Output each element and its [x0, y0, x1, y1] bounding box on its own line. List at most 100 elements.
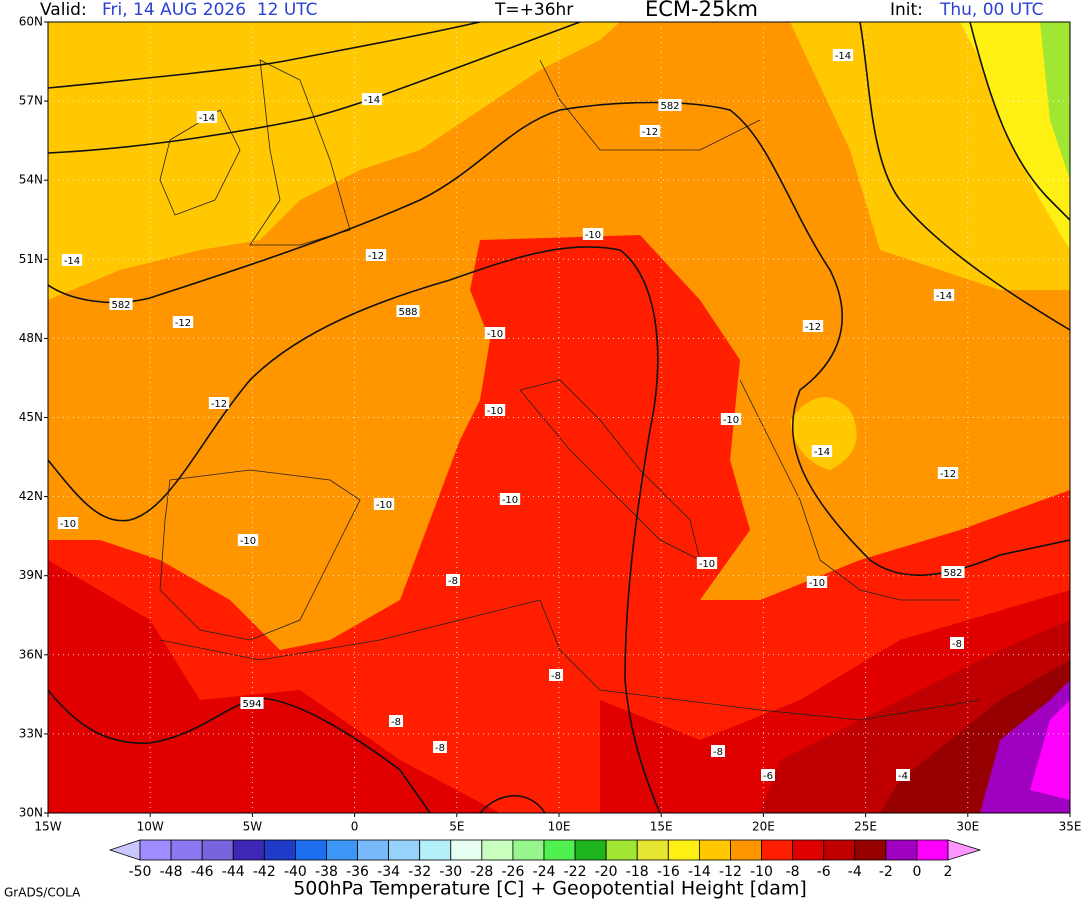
lon-label: 35E [1059, 820, 1082, 834]
contour-label: -10 [696, 557, 718, 570]
colorbar-label: -18 [626, 864, 649, 880]
contour-label-text: -6 [763, 771, 773, 782]
coastlines [159, 59, 981, 721]
contour-label-text: -14 [199, 113, 215, 124]
contour-label-box [933, 289, 955, 301]
contour-label-box [237, 534, 259, 546]
credit: GrADS/COLA [4, 886, 81, 900]
contour-label-text: 582 [111, 300, 130, 311]
contour-label-box [499, 493, 521, 505]
contour-label-text: -10 [487, 329, 503, 340]
contour-label-box [61, 254, 83, 266]
contour-label: -10 [373, 498, 395, 511]
lat-label: 60N [19, 15, 43, 29]
contour-label-box [720, 413, 742, 425]
contour-label-text: -10 [585, 230, 601, 241]
contour-label-text: -8 [448, 576, 458, 587]
contour-label-text: -10 [240, 536, 256, 547]
contour-label-box [433, 741, 447, 753]
colorbar-label: -50 [129, 864, 152, 880]
colorbar-box [543, 839, 576, 861]
contour-label: -8 [711, 745, 725, 758]
contour-label: -10 [484, 404, 506, 417]
field-magenta [1030, 700, 1070, 800]
colorbar-label: -38 [315, 864, 338, 880]
contour-label-box [365, 249, 387, 261]
contour-label: -14 [933, 289, 955, 302]
colorbar-box [294, 839, 327, 861]
lat-label: 54N [19, 173, 43, 187]
lon-label: 5E [449, 820, 464, 834]
contour-label-text: -12 [211, 399, 227, 410]
field-gold [48, 22, 620, 300]
colorbar-label: -46 [191, 864, 214, 880]
contour-label-box [208, 397, 230, 409]
contour-label: -10 [582, 228, 604, 241]
contour-label-box [240, 697, 264, 709]
contour-label: -8 [446, 574, 460, 587]
colorbar-box [823, 839, 856, 861]
contour-label-text: -14 [364, 95, 380, 106]
colorbar-label: -26 [501, 864, 524, 880]
colorbar-box [357, 839, 390, 861]
colorbar-label: -36 [346, 864, 369, 880]
lat-label: 30N [19, 806, 43, 820]
colorbar-label: -42 [253, 864, 276, 880]
lat-label: 39N [19, 568, 43, 582]
contour-label-text: -8 [952, 639, 962, 650]
contour-label-text: 582 [943, 568, 962, 579]
contour-label-box [582, 228, 604, 240]
contour-label: -10 [237, 534, 259, 547]
colorbar-triangle [947, 839, 982, 861]
lon-label: 10E [548, 820, 571, 834]
colorbar-label: -28 [470, 864, 493, 880]
colorbar-box [232, 839, 265, 861]
contour-label-box [196, 111, 218, 123]
lat-label: 45N [19, 410, 43, 424]
contour-label: -12 [937, 467, 959, 480]
contour-label-box [484, 327, 506, 339]
colorbar-box [139, 839, 172, 861]
colorbar-box [667, 839, 700, 861]
colorbar-box [761, 839, 794, 861]
lon-label: 30E [956, 820, 979, 834]
lat-label: 57N [19, 94, 43, 108]
contour-label-text: -14 [814, 447, 830, 458]
contour-label: -12 [802, 320, 824, 333]
contour-label-text: -8 [391, 717, 401, 728]
contour-label-box [389, 715, 403, 727]
colorbar-label: -4 [848, 864, 862, 880]
contour-label: -4 [896, 769, 910, 782]
colorbar-label: -24 [533, 864, 556, 880]
contour-label-text: -8 [551, 671, 561, 682]
contour-label-text: -8 [435, 743, 445, 754]
colorbar-label: 0 [912, 864, 921, 880]
contour-label: -6 [761, 769, 775, 782]
contour-label: -14 [811, 445, 833, 458]
contour-label-box [896, 769, 910, 781]
contour-label-text: 594 [242, 699, 261, 710]
field-red [48, 235, 1070, 813]
model-name: ECM-25km [645, 0, 758, 21]
colorbar-caption: 500hPa Temperature [C] + Geopotential He… [293, 878, 807, 900]
contour-label: -12 [639, 125, 661, 138]
contour-label: -12 [172, 316, 194, 329]
contour-label: 588 [396, 305, 420, 318]
lat-label: 51N [19, 252, 43, 266]
colorbar-box [792, 839, 825, 861]
contour-label: 582 [941, 566, 965, 579]
contour-label-box [484, 404, 506, 416]
colorbar-label: -6 [817, 864, 831, 880]
contour-label-text: -10 [376, 500, 392, 511]
contour-label-box [832, 49, 854, 61]
contour-label: 582 [658, 99, 682, 112]
contour-label-text: 588 [398, 307, 417, 318]
valid-value: Fri, 14 AUG 2026 12 UTC [102, 0, 318, 20]
colorbar-box [419, 839, 452, 861]
graticule [48, 22, 1070, 813]
contour-label-text: -12 [940, 469, 956, 480]
contour-label-text: -10 [60, 519, 76, 530]
field-gold [790, 397, 857, 470]
colorbar-label: -2 [879, 864, 893, 880]
